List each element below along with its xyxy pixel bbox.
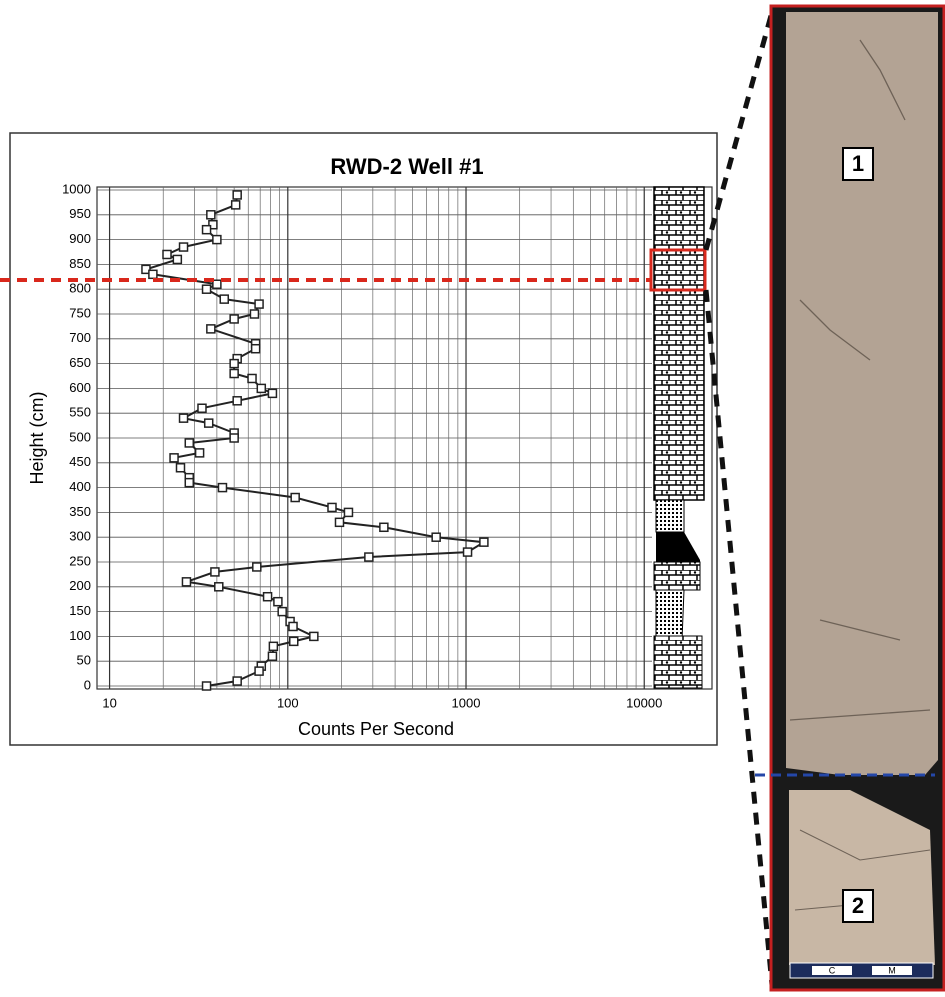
data-point — [229, 433, 239, 443]
data-point — [268, 641, 279, 652]
data-point — [379, 522, 389, 533]
data-point — [229, 314, 239, 324]
data-point — [262, 591, 273, 602]
data-point — [212, 234, 222, 245]
data-point — [148, 269, 158, 280]
data-point — [288, 621, 298, 632]
data-point — [289, 636, 299, 647]
core-photo: C M 1 2 — [755, 4, 945, 992]
data-point — [254, 666, 264, 676]
y-tick-label: 300 — [69, 529, 91, 544]
highlight-box — [649, 248, 707, 292]
core-label: 2 — [852, 893, 864, 918]
scale-label: M — [888, 965, 896, 975]
data-point — [217, 482, 228, 493]
y-tick-label: 700 — [69, 330, 91, 345]
data-point — [194, 448, 205, 458]
data-point — [249, 309, 260, 319]
core-label: 1 — [852, 151, 864, 176]
y-tick-label: 250 — [69, 553, 91, 568]
y-tick-label: 0 — [84, 677, 91, 692]
data-point — [247, 373, 257, 384]
chart-frame — [9, 132, 718, 746]
data-point — [256, 383, 267, 394]
data-point — [172, 254, 183, 265]
data-point — [364, 552, 374, 562]
data-point — [206, 210, 216, 220]
x-tick-label: 10000 — [626, 695, 662, 710]
y-tick-label: 500 — [69, 429, 91, 444]
data-point — [232, 676, 242, 686]
y-tick-label: 200 — [69, 578, 91, 593]
data-point — [141, 264, 151, 275]
y-tick-label: 100 — [69, 628, 91, 643]
data-point — [178, 413, 189, 423]
data-point — [334, 517, 345, 528]
data-point — [181, 577, 192, 587]
data-point — [290, 492, 300, 503]
y-tick-label: 750 — [69, 305, 91, 320]
data-point — [206, 324, 216, 334]
data-point — [210, 567, 220, 577]
y-tick-label: 950 — [69, 206, 91, 221]
data-point — [212, 279, 222, 289]
data-point — [184, 477, 195, 488]
x-axis-label: Counts Per Second — [298, 719, 454, 739]
y-tick-label: 900 — [69, 231, 91, 246]
y-tick-label: 650 — [69, 355, 91, 370]
data-point — [219, 294, 230, 304]
data-point — [162, 249, 172, 260]
data-point — [267, 651, 278, 661]
x-tick-label: 100 — [277, 695, 299, 710]
data-point — [208, 219, 218, 230]
x-tick-label: 10 — [102, 695, 116, 710]
data-point — [327, 502, 337, 513]
data-point — [462, 547, 473, 557]
data-point — [277, 606, 287, 617]
scale-label: C — [829, 965, 836, 975]
data-point — [197, 403, 207, 413]
data-point — [169, 453, 179, 463]
y-tick-label: 350 — [69, 504, 91, 519]
data-point — [267, 388, 278, 399]
x-tick-label: 1000 — [452, 695, 481, 710]
data-point — [230, 200, 241, 210]
chart-title: RWD-2 Well #1 — [330, 154, 483, 179]
data-point — [178, 242, 189, 252]
data-point — [201, 284, 212, 294]
connector — [703, 289, 775, 986]
data-point — [232, 396, 242, 406]
y-tick-label: 450 — [69, 454, 91, 469]
data-point — [254, 299, 264, 309]
data-point — [201, 681, 212, 691]
data-point — [229, 368, 239, 379]
data-point — [479, 537, 489, 547]
y-tick-label: 550 — [69, 405, 91, 420]
data-point — [203, 418, 214, 428]
data-point — [175, 463, 186, 473]
data-point — [309, 631, 319, 642]
data-point — [431, 532, 441, 542]
data-point — [232, 190, 242, 200]
y-axis-label: Height (cm) — [27, 391, 47, 484]
y-tick-label: 150 — [69, 603, 91, 618]
y-tick-label: 400 — [69, 479, 91, 494]
data-point — [250, 343, 261, 354]
lithology-column — [653, 186, 705, 689]
data-point — [273, 596, 283, 607]
y-tick-label: 1000 — [62, 181, 91, 196]
y-tick-label: 600 — [69, 380, 91, 395]
data-point — [252, 562, 262, 572]
data-point — [214, 582, 224, 592]
data-point — [201, 224, 212, 235]
data-point — [184, 438, 195, 448]
data-point — [229, 358, 239, 369]
y-tick-label: 850 — [69, 256, 91, 271]
y-tick-label: 50 — [77, 653, 91, 668]
y-tick-label: 800 — [69, 281, 91, 296]
data-point — [343, 507, 354, 518]
